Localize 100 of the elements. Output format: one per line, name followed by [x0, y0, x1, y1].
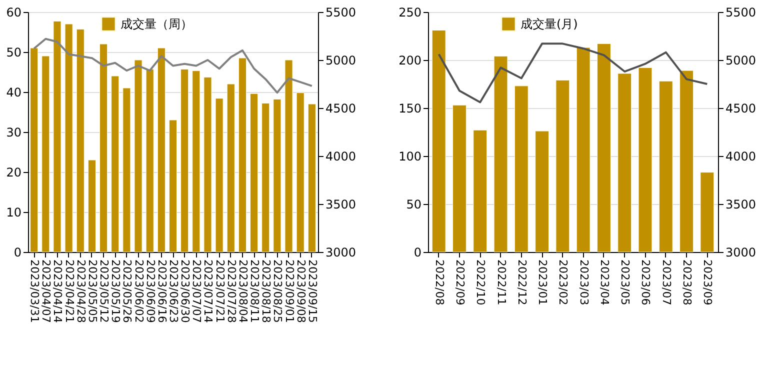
y2-tick-label: 5500 — [326, 6, 356, 20]
bar — [576, 47, 590, 252]
y-tick-label: 0 — [14, 246, 22, 260]
y-tick-label: 60 — [6, 6, 22, 20]
y2-tick-label: 4500 — [326, 102, 356, 116]
x-tick-label: 2023/06/30 — [178, 260, 192, 323]
x-tick-label: 2022/09 — [453, 260, 466, 306]
bar — [204, 76, 212, 252]
bar — [700, 172, 714, 252]
x-tick-label: 2023/07/21 — [213, 260, 226, 323]
y-tick-label: 20 — [6, 166, 22, 180]
y2-tick-label: 4000 — [326, 150, 356, 164]
bar — [284, 60, 293, 252]
y2-tick-label: 4000 — [726, 150, 756, 164]
legend-label: 成交量(月) — [520, 17, 578, 31]
bar — [494, 56, 508, 252]
y2-tick-label: 3000 — [726, 246, 756, 260]
bar — [473, 130, 488, 252]
x-tick-label: 2023/03/31 — [28, 260, 42, 323]
bar — [658, 80, 673, 252]
x-tick-label: 2023/05 — [618, 260, 632, 306]
x-tick-label: 2023/05/19 — [109, 260, 122, 323]
bar — [134, 60, 142, 252]
y2-tick-label: 5000 — [326, 54, 356, 68]
bar — [64, 24, 73, 252]
y-tick-label: 10 — [6, 206, 22, 220]
x-tick-label: 2023/07/14 — [202, 260, 215, 323]
x-tick-label: 2023/06/09 — [144, 260, 157, 323]
x-tick-label: 2023/07/28 — [224, 260, 238, 323]
bar — [111, 76, 120, 252]
y-tick-label: 100 — [398, 150, 422, 164]
y2-tick-label: 3000 — [326, 246, 356, 260]
y2-tick-label: 3500 — [726, 198, 756, 212]
bar — [250, 93, 258, 252]
bar — [638, 67, 652, 252]
y-tick-label: 50 — [6, 46, 22, 60]
x-tick-label: 2023/09 — [701, 260, 714, 306]
x-tick-label: 2023/08/25 — [271, 260, 284, 323]
y2-tick-label: 3500 — [326, 198, 356, 212]
x-tick-label: 2023/06 — [639, 260, 652, 306]
line-series — [33, 38, 313, 94]
x-tick-label: 2023/02 — [556, 260, 570, 306]
bar — [597, 43, 611, 252]
bar — [215, 98, 224, 252]
x-tick-label: 2022/10 — [474, 260, 488, 306]
bar — [157, 48, 166, 252]
x-tick-label: 2023/05/12 — [98, 260, 111, 323]
x-tick-label: 2023/08/11 — [248, 260, 262, 323]
y-tick-label: 30 — [6, 126, 22, 140]
bar — [535, 130, 549, 252]
x-tick-label: 2022/08 — [432, 260, 446, 306]
y-tick-label: 0 — [414, 246, 422, 260]
bar — [296, 92, 304, 252]
bar — [238, 58, 246, 252]
bar — [192, 70, 200, 252]
y2-tick-label: 5000 — [726, 54, 756, 68]
bar — [262, 102, 270, 252]
x-tick-label: 2023/08 — [680, 260, 694, 306]
y-tick-label: 200 — [398, 54, 422, 68]
x-tick-label: 2023/03 — [577, 260, 590, 306]
y-tick-label: 250 — [398, 6, 422, 20]
bar — [88, 160, 96, 252]
x-tick-label: 2023/04/14 — [51, 260, 64, 323]
y-tick-label: 50 — [406, 198, 422, 212]
bar — [432, 30, 446, 252]
y-tick-label: 40 — [6, 86, 22, 100]
bar — [146, 68, 154, 252]
x-tick-label: 2023/09/01 — [282, 260, 296, 323]
bar — [556, 80, 570, 252]
x-tick-label: 2023/06/02 — [132, 260, 146, 323]
x-tick-label: 2023/04/07 — [40, 260, 53, 323]
x-tick-label: 2023/04/21 — [62, 260, 76, 323]
x-tick-label: 2023/08/04 — [236, 260, 250, 323]
bar — [168, 120, 178, 252]
x-tick-label: 2023/06/16 — [155, 260, 168, 323]
x-tick-label: 2023/05/05 — [86, 260, 99, 323]
x-tick-label: 2023/05/26 — [120, 260, 134, 323]
bar — [180, 68, 189, 252]
x-tick-label: 2023/08/18 — [260, 260, 273, 323]
bar — [514, 86, 528, 252]
bar — [308, 104, 316, 252]
x-tick-label: 2023/09/15 — [306, 260, 319, 323]
bar — [273, 98, 282, 252]
x-tick-label: 2023/09/08 — [294, 260, 308, 323]
bar — [226, 84, 235, 252]
line-series — [438, 42, 708, 104]
bar — [76, 28, 84, 252]
legend-label: 成交量（周） — [120, 17, 192, 31]
bar — [42, 56, 50, 252]
bar — [680, 70, 694, 252]
x-tick-label: 2022/12 — [515, 260, 528, 306]
x-tick-label: 2023/07 — [660, 260, 673, 306]
x-tick-label: 2023/04 — [598, 260, 611, 306]
x-tick-label: 2023/01 — [536, 260, 550, 306]
bar — [452, 104, 466, 252]
x-tick-label: 2023/07/07 — [190, 260, 204, 323]
y2-tick-label: 5500 — [726, 6, 756, 20]
bar — [30, 48, 38, 252]
x-tick-label: 2023/04/28 — [74, 260, 88, 323]
y-tick-label: 150 — [398, 102, 422, 116]
